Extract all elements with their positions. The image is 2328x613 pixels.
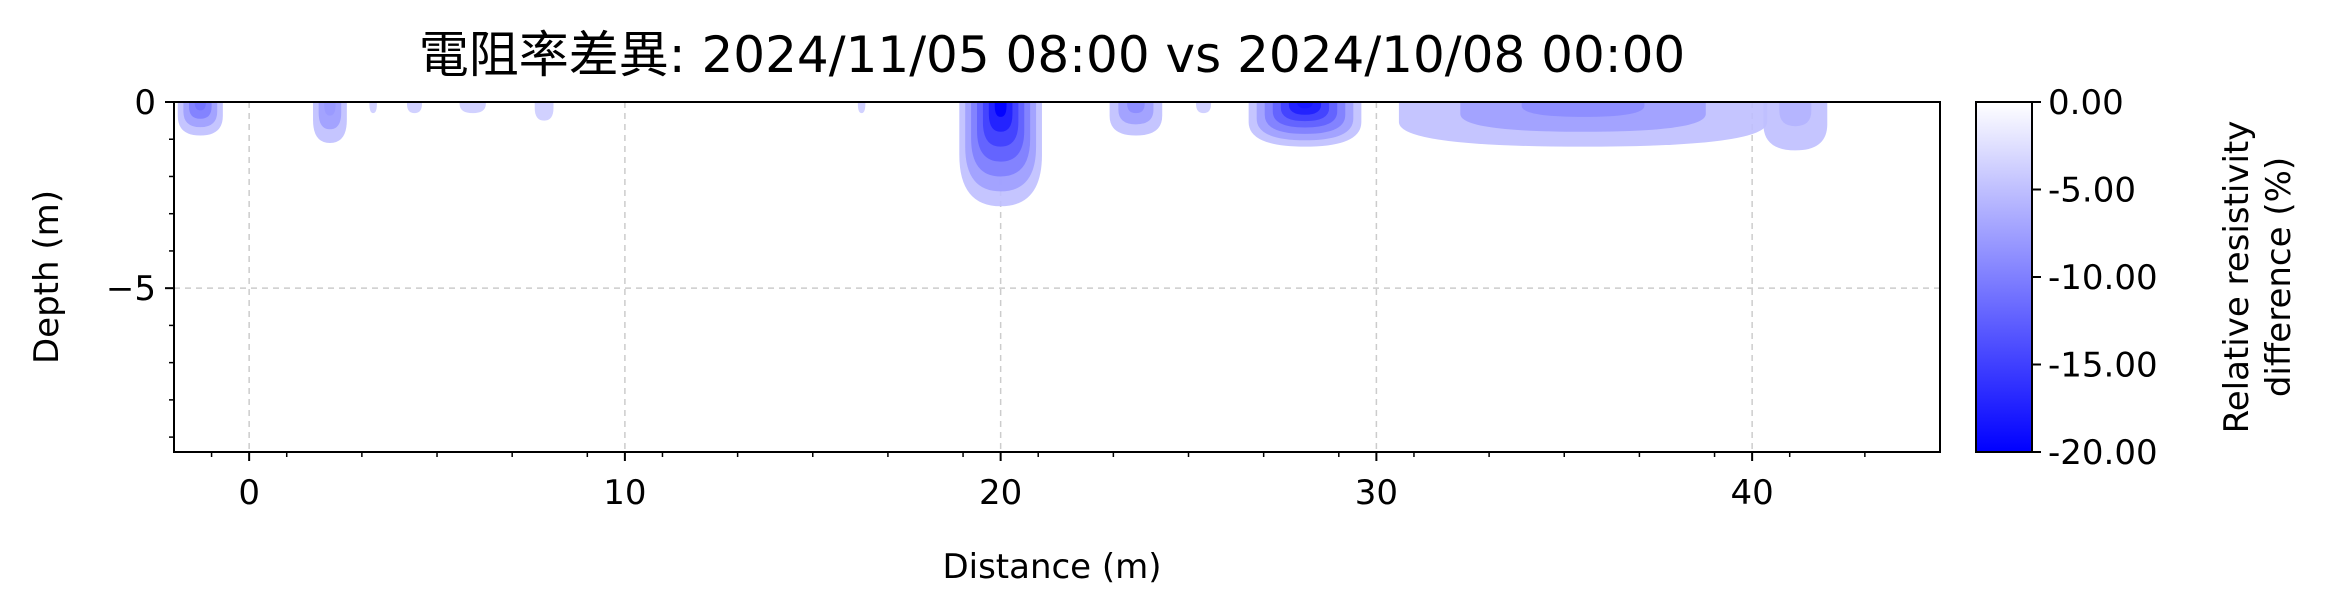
anomaly-contour [318,102,342,130]
anomaly-contour [1196,102,1212,114]
anomaly-contour [1297,102,1313,109]
axis-ticks: 0 10 20 30 40 0 −5 [106,83,1866,513]
y-tick-label: −5 [106,269,156,309]
x-tick-label: 0 [238,473,260,513]
plot-area [174,102,1940,452]
colorbar-tick-label: -15.00 [2048,346,2158,386]
anomaly-contour [857,102,866,114]
colorbar [1975,101,2033,453]
colorbar-label-line2: difference (%) [2259,157,2299,397]
plot-frame [173,101,1941,453]
chart-title: 電阻率差異: 2024/11/05 08:00 vs 2024/10/08 00… [419,26,1686,84]
colorbar-tick-label: -5.00 [2048,171,2136,211]
colorbar-tick-label: -10.00 [2048,258,2158,298]
x-axis-label: Distance (m) [942,547,1161,587]
anomaly-contour [324,102,336,116]
anomaly-contour [994,102,1007,117]
y-axis-label: Depth (m) [27,190,67,364]
anomaly-contour [369,102,377,114]
anomaly-contour [534,102,554,121]
anomaly-contour [1288,102,1322,115]
colorbar-tick-label: -20.00 [2048,433,2158,473]
anomaly-contour [1521,102,1645,117]
anomaly-contour [1127,102,1145,114]
anomaly-contour [406,102,422,114]
anomaly-contour [194,102,206,111]
colorbar-ticks: 0.00 -5.00 -10.00 -15.00 -20.00 [2032,83,2158,473]
x-tick-label: 10 [603,473,646,513]
x-tick-label: 30 [1355,473,1398,513]
anomaly-contour [1779,102,1812,127]
y-tick-label: 0 [134,83,156,123]
colorbar-label-line1: Relative resistivity [2217,121,2257,434]
anomaly-contour [459,102,486,114]
x-tick-label: 20 [979,473,1022,513]
anomaly-layer [177,102,1828,207]
colorbar-tick-label: 0.00 [2048,83,2124,123]
x-tick-label: 40 [1730,473,1773,513]
